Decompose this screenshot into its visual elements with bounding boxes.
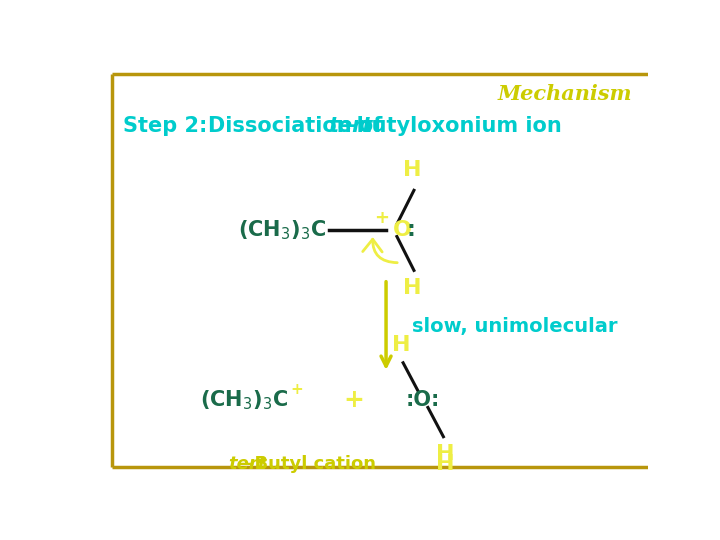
Text: tert: tert <box>228 455 266 472</box>
Text: Step 2:: Step 2: <box>122 117 207 137</box>
Text: tert: tert <box>328 117 372 137</box>
Text: H: H <box>403 278 422 298</box>
Text: +: + <box>290 382 302 397</box>
Text: -butyloxonium ion: -butyloxonium ion <box>348 117 562 137</box>
Text: +: + <box>343 388 364 411</box>
Text: Mechanism: Mechanism <box>498 84 632 104</box>
Text: :: : <box>406 220 415 240</box>
Text: H: H <box>392 335 411 355</box>
Text: Dissociation of: Dissociation of <box>208 117 390 137</box>
Text: H: H <box>436 444 454 464</box>
Text: O: O <box>393 220 412 240</box>
Text: H: H <box>436 454 454 474</box>
Text: H: H <box>403 160 422 180</box>
Text: -Butyl cation: -Butyl cation <box>248 455 377 472</box>
Text: (CH$_3$)$_3$C: (CH$_3$)$_3$C <box>199 388 287 411</box>
Text: slow, unimolecular: slow, unimolecular <box>412 317 617 336</box>
Text: :O:: :O: <box>406 390 441 410</box>
FancyArrowPatch shape <box>363 239 397 262</box>
Text: (CH$_3$)$_3$C: (CH$_3$)$_3$C <box>238 219 325 242</box>
Text: +: + <box>374 209 389 227</box>
